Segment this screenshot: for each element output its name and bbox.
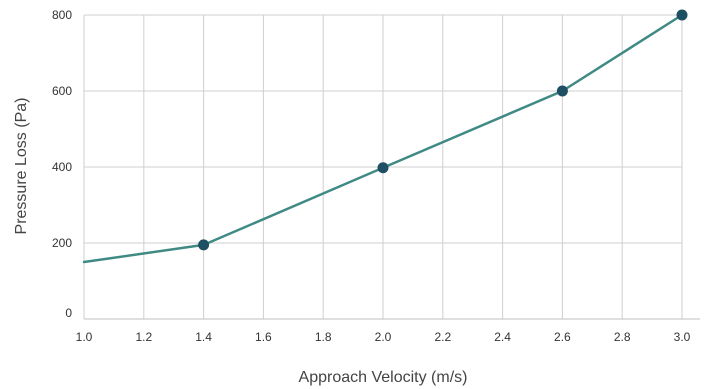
x-tick-label: 2.8 xyxy=(614,330,631,344)
y-tick-label: 200 xyxy=(52,236,72,250)
y-tick-labels: 0 200 400 600 800 xyxy=(52,8,72,320)
y-tick-label: 0 xyxy=(65,306,72,320)
x-tick-label: 3.0 xyxy=(674,330,691,344)
series xyxy=(82,9,688,264)
x-tick-label: 1.0 xyxy=(76,330,93,344)
data-point xyxy=(676,9,688,21)
x-tick-label: 2.2 xyxy=(434,330,451,344)
x-tick-label: 1.8 xyxy=(315,330,332,344)
x-axis-title: Approach Velocity (m/s) xyxy=(299,369,468,386)
y-tick-label: 400 xyxy=(52,160,72,174)
x-tick-label: 1.6 xyxy=(255,330,272,344)
x-tick-label: 2.0 xyxy=(375,330,392,344)
x-tick-labels: 1.0 1.2 1.4 1.6 1.8 2.0 2.2 2.4 2.6 2.8 3.0 xyxy=(76,330,691,344)
data-point xyxy=(377,162,389,174)
x-tick-label: 2.4 xyxy=(494,330,511,344)
y-tick-label: 600 xyxy=(52,84,72,98)
x-tick-label: 1.2 xyxy=(135,330,152,344)
x-tick-label: 1.4 xyxy=(195,330,212,344)
x-tick-label: 2.6 xyxy=(554,330,571,344)
y-axis-title: Pressure Loss (Pa) xyxy=(13,98,30,235)
y-tick-label: 800 xyxy=(52,8,72,22)
data-point xyxy=(198,239,210,251)
data-point xyxy=(556,85,568,97)
